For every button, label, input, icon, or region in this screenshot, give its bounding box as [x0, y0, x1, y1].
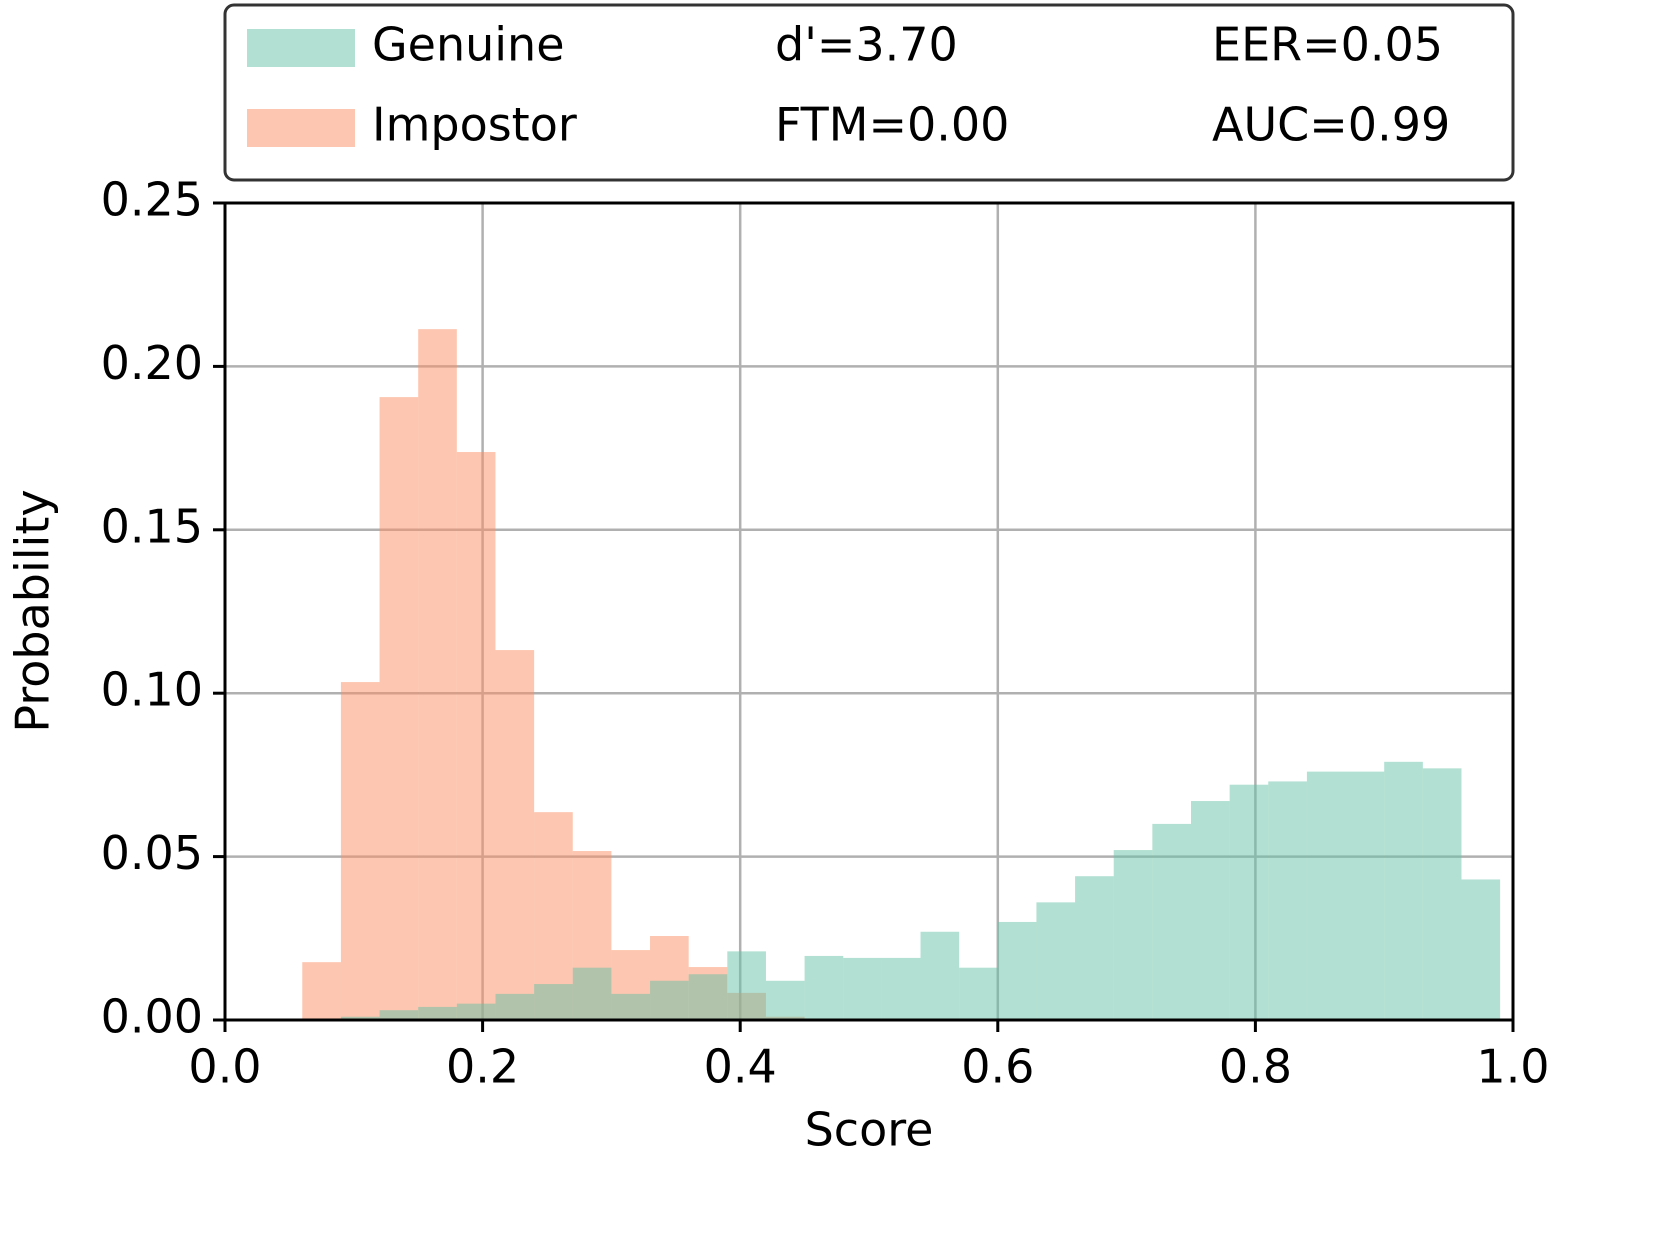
- legend-stat: AUC=0.99: [1212, 98, 1450, 152]
- histogram-bar: [1384, 761, 1423, 1020]
- histogram-bar: [302, 962, 341, 1020]
- x-tick-label: 0.0: [188, 1040, 261, 1094]
- y-tick-label: 0.15: [101, 499, 203, 553]
- histogram-bar: [1036, 902, 1076, 1020]
- legend-box: [223, 3, 1515, 182]
- histogram-bar: [1075, 876, 1114, 1020]
- plot-frame: [223, 201, 1515, 1022]
- histogram-bar: [1191, 801, 1230, 1020]
- y-tick-label: 0.10: [101, 663, 203, 717]
- histogram-bar: [418, 1006, 457, 1020]
- x-tick-label: 0.4: [704, 1040, 777, 1094]
- x-axis-label: Score: [805, 1103, 934, 1157]
- histogram-bar: [1422, 768, 1462, 1020]
- histogram-bar: [727, 951, 766, 1020]
- y-axis-label: Probability: [6, 489, 60, 732]
- histogram-bar: [1268, 781, 1307, 1020]
- histogram-bar: [379, 1010, 419, 1020]
- legend-swatch: [247, 109, 355, 147]
- histogram-bar: [495, 650, 535, 1020]
- histogram-bar: [1229, 784, 1269, 1020]
- x-tick-label: 0.8: [1219, 1040, 1292, 1094]
- y-tick-label: 0.00: [101, 990, 203, 1044]
- histogram-bar: [495, 993, 535, 1020]
- legend-stat: d'=3.70: [775, 18, 958, 72]
- histogram-bar: [611, 993, 651, 1020]
- histogram-bar: [340, 682, 380, 1020]
- legend-label: Genuine: [372, 18, 565, 72]
- histogram-bar: [379, 397, 419, 1020]
- y-tick-label: 0.25: [101, 173, 203, 227]
- x-tick-label: 0.6: [961, 1040, 1034, 1094]
- histogram-bar: [959, 967, 998, 1020]
- x-tick-label: 1.0: [1476, 1040, 1549, 1094]
- histogram-bar: [804, 955, 844, 1020]
- histogram-bar: [765, 980, 805, 1020]
- y-tick-label: 0.20: [101, 336, 203, 390]
- histogram-bar: [881, 957, 921, 1020]
- histogram-bar: [534, 984, 573, 1020]
- histogram-bar: [572, 967, 612, 1020]
- histogram-bar: [1461, 879, 1501, 1020]
- histogram-bar: [418, 329, 457, 1021]
- histogram-bar: [1306, 771, 1346, 1020]
- histogram-bar: [843, 957, 882, 1020]
- legend-swatch: [247, 29, 355, 67]
- histogram-bar: [1345, 771, 1385, 1020]
- legend-label: Impostor: [372, 98, 577, 152]
- histogram-bar: [688, 974, 728, 1020]
- x-tick-label: 0.2: [446, 1040, 519, 1094]
- histogram-bar: [456, 452, 496, 1020]
- histogram-bar: [456, 1003, 496, 1020]
- y-tick-label: 0.05: [101, 826, 203, 880]
- histogram-bar: [1152, 823, 1191, 1020]
- histogram-bar: [920, 931, 960, 1020]
- histogram-bar: [650, 980, 689, 1020]
- legend-stat: FTM=0.00: [775, 98, 1009, 152]
- histogram-bar: [340, 1016, 380, 1020]
- histogram-bar: [1113, 850, 1153, 1020]
- legend-stat: EER=0.05: [1212, 18, 1443, 72]
- histogram-bar: [997, 921, 1037, 1020]
